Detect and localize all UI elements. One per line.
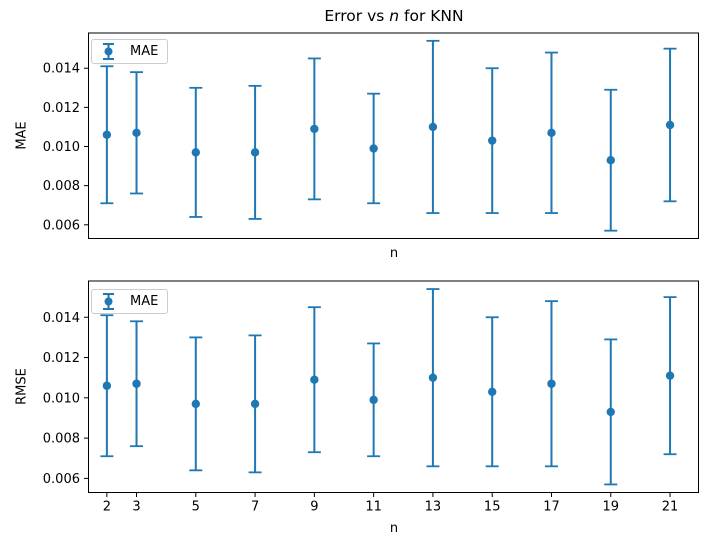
errorbar-legend-icon: [103, 293, 114, 310]
y-axis-label-bottom: RMSE: [14, 368, 30, 405]
title-suffix: for KNN: [399, 7, 464, 25]
x-tick-label: 19: [602, 500, 619, 515]
data-point-marker: [310, 124, 319, 134]
x-axis-label-bottom: n: [389, 521, 399, 536]
y-tick-label: 0.012: [43, 351, 80, 366]
data-point-marker: [132, 379, 141, 388]
y-tick-label: 0.006: [43, 218, 80, 233]
data-point-marker: [250, 399, 260, 409]
axes-border: [88, 32, 699, 239]
data-point-marker: [191, 399, 200, 409]
y-tick-label: 0.008: [43, 179, 80, 194]
data-point-marker: [369, 144, 378, 153]
data-point-marker: [488, 387, 497, 396]
title-prefix: Error vs: [324, 7, 390, 25]
data-point-marker: [102, 130, 112, 139]
x-tick-label: 5: [192, 500, 200, 515]
x-tick-label: 2: [103, 500, 111, 515]
data-point-marker: [191, 148, 200, 157]
y-tick-label: 0.006: [43, 472, 80, 487]
x-tick-label: 13: [425, 500, 442, 515]
y-tick-label: 0.014: [43, 62, 80, 77]
data-point-marker: [250, 148, 260, 157]
legend-label: MAE: [130, 44, 159, 59]
errorbar-legend-icon: [103, 43, 114, 60]
data-point-marker: [132, 128, 141, 138]
data-point-marker: [606, 407, 615, 417]
y-tick-label: 0.010: [43, 140, 80, 155]
x-tick-label: 21: [662, 500, 679, 515]
legend-top: MAE: [91, 39, 169, 64]
title-variable: n: [389, 7, 400, 25]
chart-title: Error vs n for KNN: [89, 8, 699, 25]
y-tick-label: 0.010: [43, 391, 80, 406]
x-tick-label: 7: [251, 500, 259, 515]
y-tick-label: 0.008: [43, 432, 80, 447]
data-point-marker: [665, 120, 675, 130]
y-tick-label: 0.014: [43, 311, 80, 326]
x-tick-label: 17: [543, 500, 560, 515]
y-tick-label: 0.012: [43, 101, 80, 116]
data-point-marker: [369, 395, 378, 405]
x-axis-label-top: n: [389, 246, 399, 261]
data-point-marker: [428, 122, 438, 132]
legend-label: MAE: [130, 294, 159, 309]
data-point-marker: [606, 156, 615, 165]
data-point-marker: [428, 373, 438, 382]
x-tick-label: 11: [365, 500, 382, 515]
x-tick-label: 15: [484, 500, 501, 515]
data-point-marker: [310, 375, 319, 384]
axes-border: [88, 280, 699, 493]
data-point-marker: [102, 381, 112, 390]
x-tick-label: 3: [132, 500, 140, 515]
data-point-marker: [488, 136, 497, 145]
x-tick-label: 9: [310, 500, 318, 515]
data-point-marker: [547, 379, 556, 388]
y-axis-label-top: MAE: [14, 121, 30, 150]
data-point-marker: [665, 371, 675, 380]
data-point-marker: [547, 128, 556, 138]
legend-bottom: MAE: [91, 289, 169, 314]
